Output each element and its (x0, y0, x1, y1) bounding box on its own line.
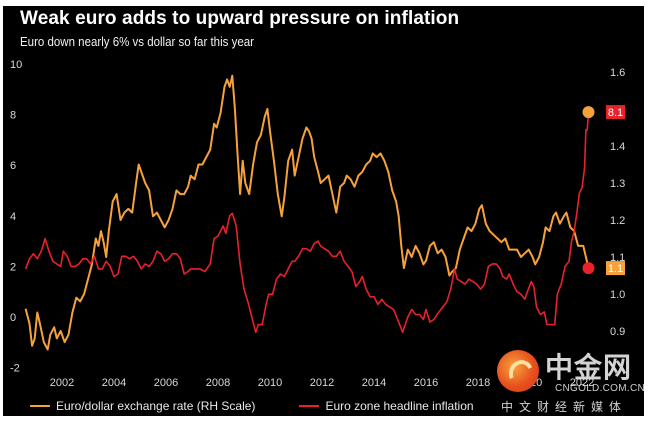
end-value-label: 1.1 (608, 263, 623, 275)
end-value-label: 8.1 (608, 107, 623, 119)
watermark-tagline: 中文财经新媒体 (501, 400, 628, 414)
chart-panel (3, 6, 644, 416)
chart-subtitle: Euro down nearly 6% vs dollar so far thi… (20, 35, 254, 49)
x-tick-label: 2008 (206, 377, 230, 389)
left-tick-label: 2 (10, 261, 16, 273)
x-tick-label: 2022 (570, 377, 594, 389)
left-tick-label: 8 (10, 110, 16, 122)
series-end-markers: 1.1 8.1 (582, 105, 625, 276)
right-tick-label: 1.2 (610, 215, 625, 227)
legend: Euro/dollar exchange rate (RH Scale) Eur… (30, 399, 518, 413)
x-tick-label: 2012 (310, 377, 334, 389)
left-tick-label: 0 (10, 312, 16, 324)
end-value-badge (606, 261, 625, 276)
right-tick-label: 1.1 (610, 252, 625, 264)
right-tick-label: 1.0 (610, 289, 625, 301)
cngold-watermark: 中金网 CNGOLD.COM.CN 中文财经新媒体 (497, 346, 647, 416)
watermark-brand: 中金网 (545, 351, 633, 384)
inflation-line (24, 112, 590, 334)
legend-swatch-eurusd (30, 405, 50, 407)
left-tick-label: 6 (10, 160, 16, 172)
end-value-badge (606, 105, 625, 120)
right-tick-label: 0.9 (610, 326, 625, 338)
series-lines (24, 74, 590, 351)
watermark-url: CNGOLD.COM.CN (555, 383, 646, 394)
left-tick-label: -2 (10, 363, 20, 375)
right-tick-label: 1.6 (610, 67, 625, 79)
left-axis-ticks: 10 8 6 4 2 0 -2 (10, 59, 22, 375)
legend-swatch-inflation (299, 405, 320, 407)
left-tick-label: 4 (10, 211, 16, 223)
left-tick-label: 10 (10, 59, 22, 71)
legend-label-eurusd: Euro/dollar exchange rate (RH Scale) (56, 399, 256, 413)
right-tick-label: 1.4 (610, 141, 625, 153)
x-tick-label: 2004 (102, 377, 126, 389)
cngold-logo-icon (497, 350, 539, 392)
x-tick-label: 2014 (362, 377, 386, 389)
x-tick-label: 2010 (258, 377, 282, 389)
x-tick-label: 2016 (414, 377, 438, 389)
end-point-dot (582, 262, 595, 275)
eurusd-line (24, 74, 590, 351)
x-tick-label: 2018 (466, 377, 490, 389)
end-point-dot (582, 106, 595, 119)
chart-title: Weak euro adds to upward pressure on inf… (20, 8, 460, 29)
legend-label-inflation: Euro zone headline inflation (325, 399, 474, 413)
x-tick-label: 2002 (50, 377, 74, 389)
legend-item-eurusd: Euro/dollar exchange rate (RH Scale) (30, 399, 255, 413)
legend-item-inflation: Euro zone headline inflation (299, 399, 474, 413)
right-tick-label: 1.3 (610, 178, 625, 190)
x-tick-label: 2006 (154, 377, 178, 389)
